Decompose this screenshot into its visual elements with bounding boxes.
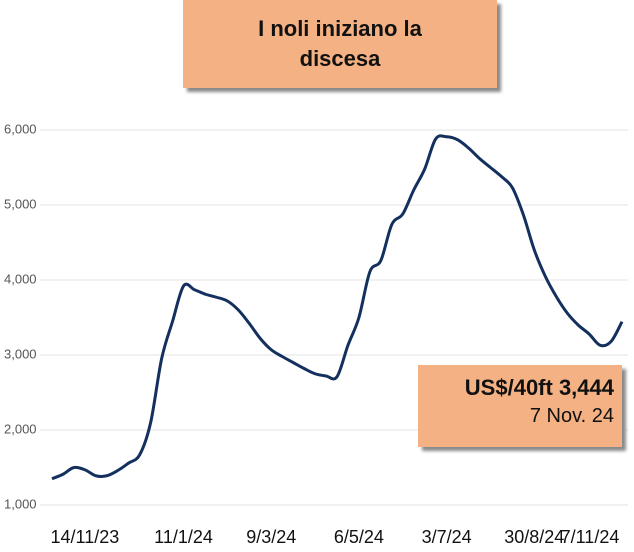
chart-title: I noli iniziano la discesa — [183, 0, 497, 88]
x-tick-label: 3/7/24 — [422, 527, 472, 547]
annotation-date: 7 Nov. 24 — [529, 405, 614, 427]
annotation-box: US$/40ft 3,444 7 Nov. 24 — [418, 365, 622, 447]
y-tick-label: 5,000 — [4, 196, 37, 211]
line — [51, 134, 624, 481]
x-tick-label: 30/8/24 — [504, 527, 564, 547]
x-tick-label: 9/3/24 — [246, 527, 296, 547]
x-tick-label: 6/5/24 — [334, 527, 384, 547]
y-tick-label: 1,000 — [4, 496, 37, 511]
y-tick-label: 3,000 — [4, 346, 37, 361]
x-tick-label: 7/11/24 — [561, 527, 620, 547]
x-tick-label: 11/1/24 — [154, 527, 213, 547]
x-tick-label: 14/11/23 — [51, 527, 120, 547]
y-tick-label: 4,000 — [4, 271, 37, 286]
annotation-value: US$/40ft 3,444 — [464, 375, 614, 400]
y-tick-label: 2,000 — [4, 421, 37, 436]
y-tick-label: 6,000 — [4, 121, 37, 136]
